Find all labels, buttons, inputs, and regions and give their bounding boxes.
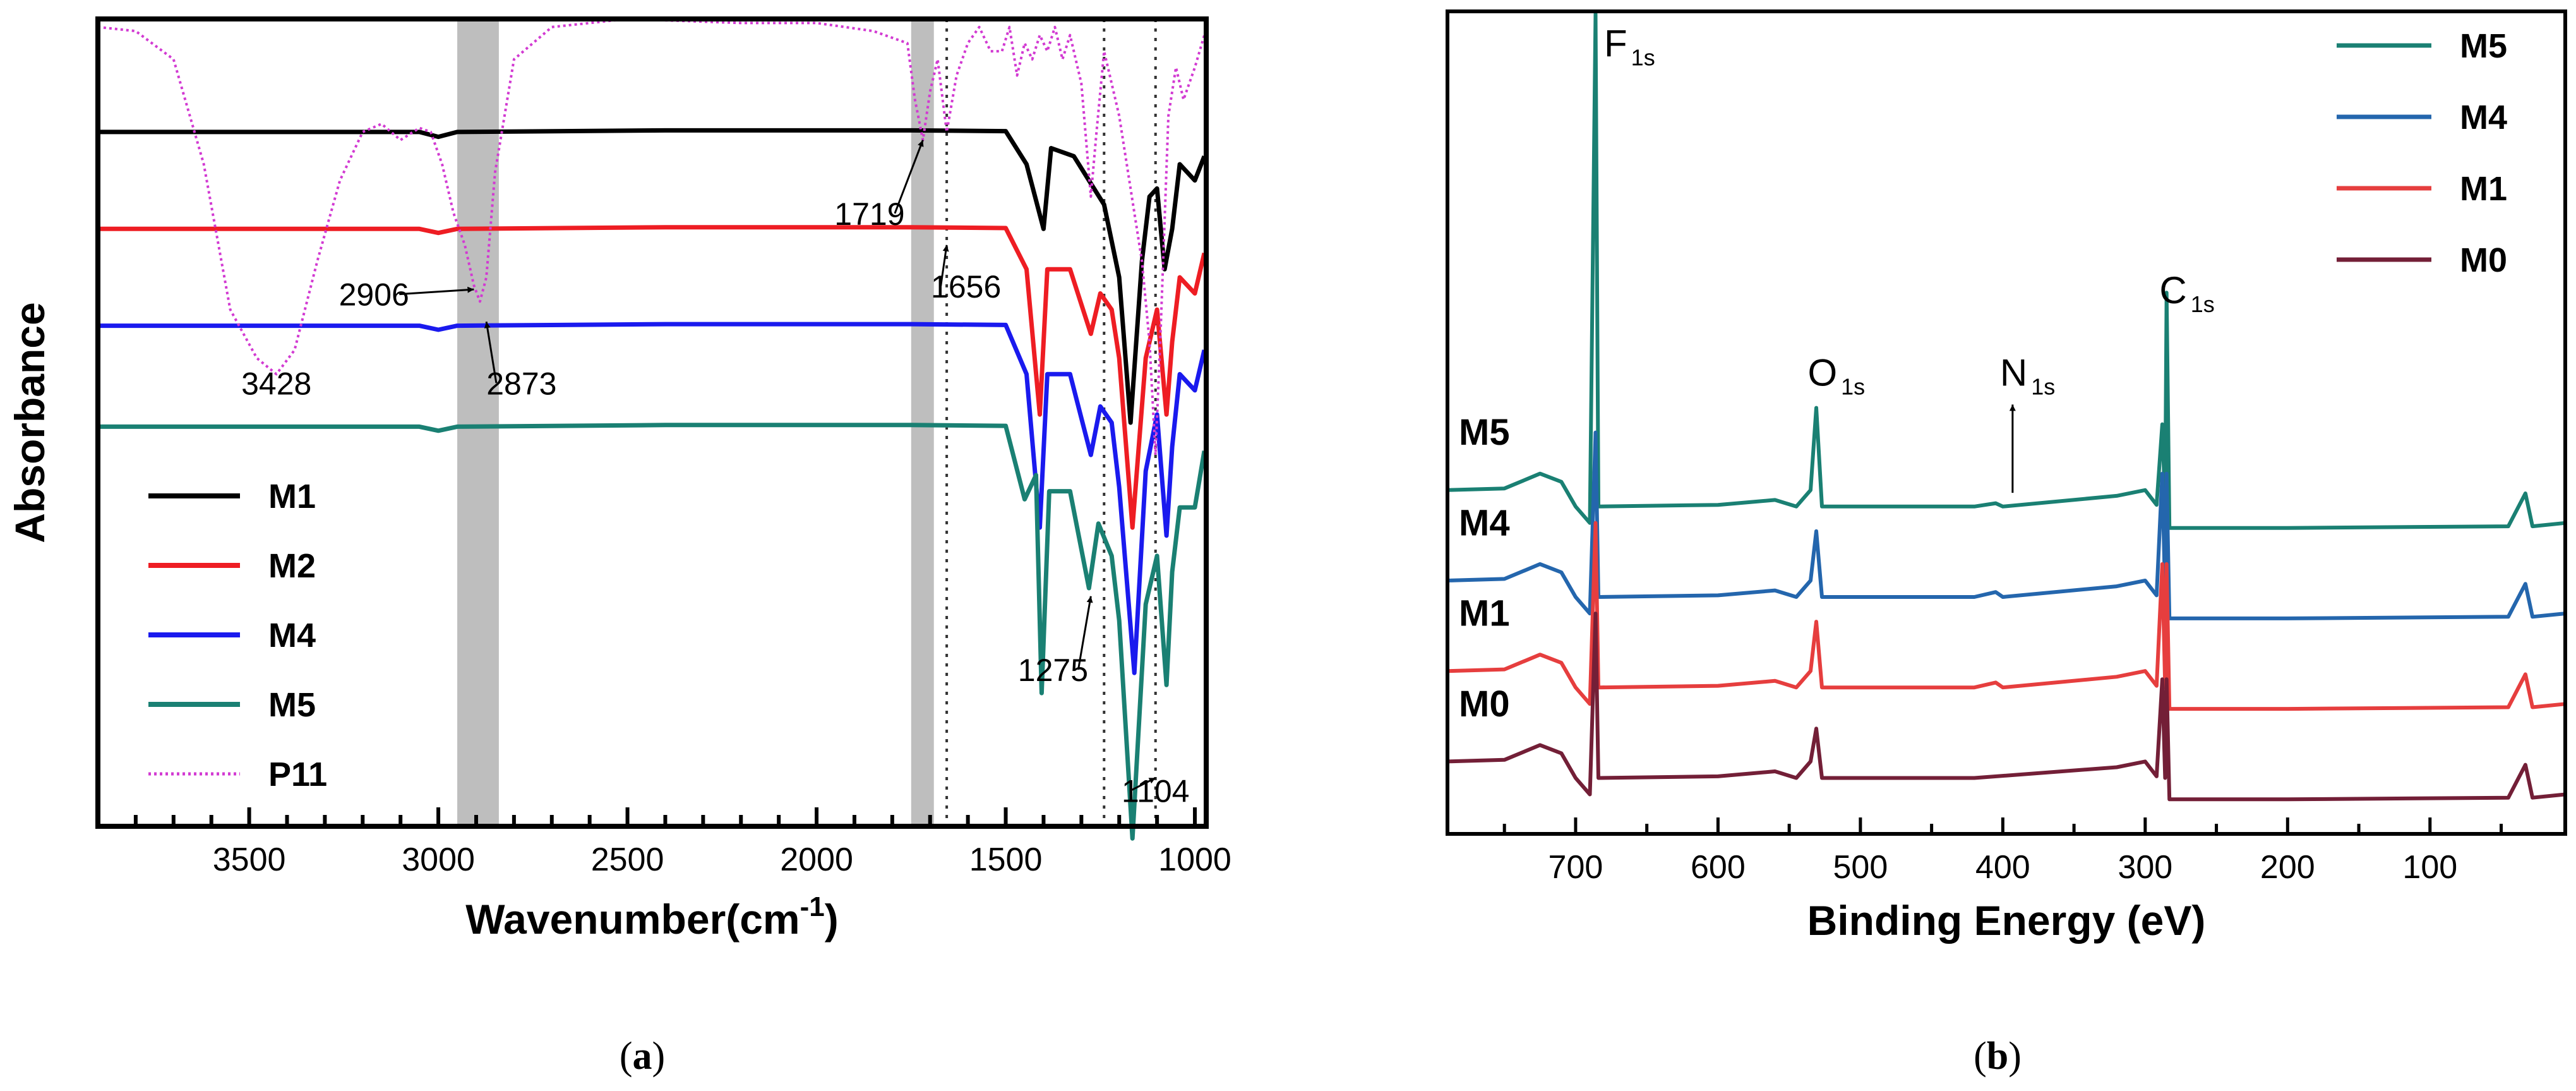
annotation-arrow-1719 [894, 140, 924, 214]
series-label-m5: M5 [1459, 412, 1510, 453]
legend-label-m5: M5 [268, 686, 316, 724]
panel-label-b: (b) [1974, 1035, 2022, 1078]
shaded-bands [457, 19, 934, 826]
series-line-m2 [98, 225, 1207, 530]
legend-label-m4: M4 [2460, 99, 2507, 136]
x-axis-title-a-superscript: -1 [800, 891, 825, 922]
x-tick-label-1500: 1500 [969, 841, 1043, 878]
panel-a: 1719 1656 2906 2873 3428 1275 1104 3500 3000 250… [6, 16, 1231, 1078]
x-tick-label-400: 400 [1975, 849, 2030, 886]
peak-annotation-1719: 1719 [834, 196, 904, 232]
annotation-arrow-1656 [940, 244, 949, 287]
x-tick-label-200: 200 [2260, 849, 2315, 886]
legend-label-m0: M0 [2460, 241, 2507, 279]
series-lines [97, 18, 1207, 841]
annotation-arrow-1104 [1130, 776, 1156, 792]
series-line-m0 [1447, 612, 2566, 802]
plot-frame-a [95, 16, 1209, 829]
x-tick-label-3500: 3500 [213, 841, 286, 878]
annotation-arrow-2873 [484, 322, 498, 383]
x-axis-a: 3500 3000 2500 2000 1500 1000 [133, 807, 1231, 878]
peak-label-o: O 1s [1807, 351, 1865, 399]
plot-frame-b [1446, 9, 2567, 836]
series-label-m0: M0 [1459, 684, 1510, 725]
series-line-m5 [98, 423, 1207, 841]
x-tick-label-1000: 1000 [1158, 841, 1231, 878]
x-axis-b: 700 600 500 400 300 200 100 [1502, 817, 2503, 886]
peak-labels: F 1s O 1s N 1s C 1s [1604, 23, 2215, 493]
x-tick-label-500: 500 [1833, 849, 1888, 886]
legend-label-m5: M5 [2460, 27, 2507, 65]
x-tick-label-700: 700 [1549, 849, 1603, 886]
panel-label-a: (a) [620, 1035, 665, 1078]
x-tick-label-100: 100 [2402, 849, 2457, 886]
y-axis-title-a: Absorbance [6, 302, 53, 543]
series-left-labels: M5 M4 M1 M0 [1459, 412, 1510, 725]
legend-b: M5 M4 M1 M0 [2337, 27, 2507, 279]
peak-annotation-3428: 3428 [241, 366, 311, 401]
series-line-m4 [98, 322, 1207, 675]
shaded-band-0 [457, 19, 499, 826]
series-label-m1: M1 [1459, 593, 1510, 634]
x-axis-title-a: Wavenumber(cm-1) [465, 891, 838, 943]
x-axis-title-a-text: Wavenumber(cm [465, 896, 800, 943]
peak-annotation-1104: 1104 [1122, 774, 1190, 809]
series-line-m4 [1447, 430, 2566, 620]
annotation-arrow-2906 [399, 286, 474, 296]
peak-label-f: F 1s [1604, 23, 1655, 71]
reference-lines [945, 19, 1157, 826]
series-line-m5 [1447, 12, 2566, 530]
legend-label-m2: M2 [268, 547, 316, 585]
annotation-arrow-1275 [1077, 596, 1093, 670]
peak-annotation-2906: 2906 [339, 277, 409, 313]
legend-label-m1: M1 [2460, 170, 2507, 208]
x-tick-label-2000: 2000 [780, 841, 853, 878]
x-tick-label-2500: 2500 [591, 841, 664, 878]
x-tick-label-600: 600 [1691, 849, 1746, 886]
x-tick-label-3000: 3000 [402, 841, 475, 878]
legend-label-m1: M1 [268, 478, 316, 515]
panel-b: F 1s O 1s N 1s C 1s M5 M4 M1 M0 700 600 500 400 300 200… [1446, 9, 2567, 1078]
peak-annotation-2873: 2873 [486, 366, 556, 401]
x-tick-label-300: 300 [2118, 849, 2172, 886]
x-axis-title-a-close: ) [825, 896, 839, 943]
series-label-m4: M4 [1459, 502, 1510, 543]
series-line-p11 [97, 18, 1206, 457]
peak-annotation-1275: 1275 [1018, 653, 1088, 688]
peak-label-n: N 1s [2000, 351, 2055, 399]
series-line-m1 [1447, 521, 2566, 711]
series-lines [1447, 12, 2566, 802]
legend-label-m4: M4 [268, 617, 316, 654]
x-axis-title-b: Binding Energy (eV) [1807, 897, 2206, 944]
peak-annotation-1656: 1656 [931, 269, 1001, 304]
legend-label-p11: P11 [268, 756, 327, 793]
legend-a: M1 M2 M4 M5 P11 [148, 478, 327, 793]
peak-annotations: 1719 1656 2906 2873 3428 1275 1104 [241, 140, 1190, 809]
peak-label-c: C 1s [2159, 269, 2214, 317]
shaded-band-1 [911, 19, 934, 826]
